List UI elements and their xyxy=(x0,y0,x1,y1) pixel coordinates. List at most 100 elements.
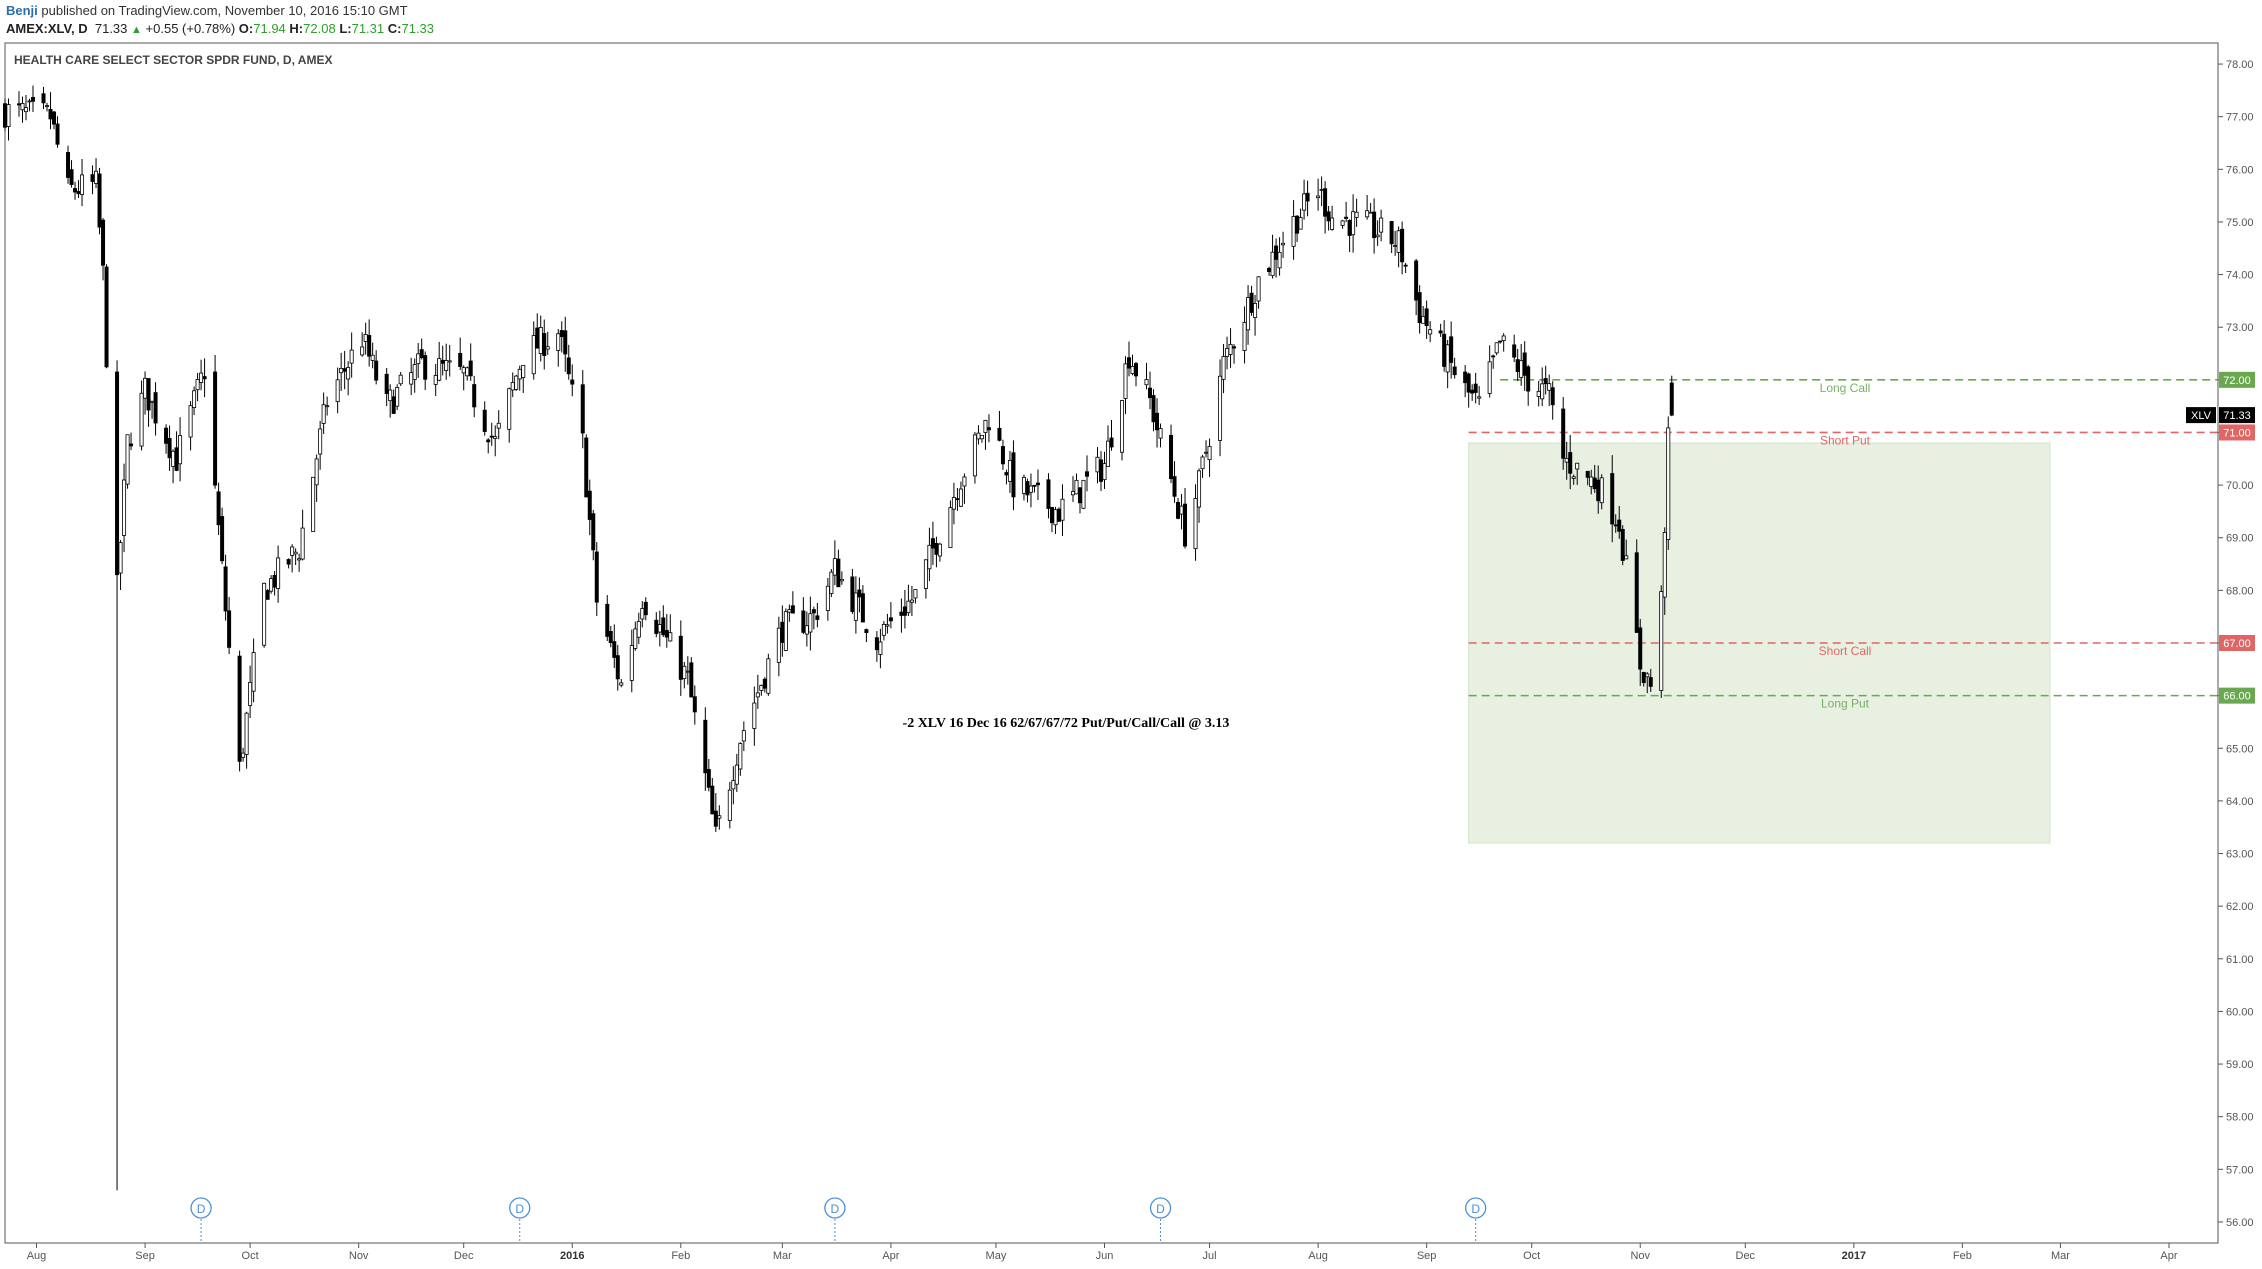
candle-body[interactable] xyxy=(3,103,8,128)
candle-body[interactable] xyxy=(1316,195,1321,199)
candle-body[interactable] xyxy=(584,437,589,498)
candle-body[interactable] xyxy=(1204,451,1209,454)
candle-body[interactable] xyxy=(174,447,179,471)
candle-body[interactable] xyxy=(269,578,274,592)
candle-body[interactable] xyxy=(97,173,102,228)
candle-body[interactable] xyxy=(493,436,498,439)
candle-body[interactable] xyxy=(1281,242,1286,246)
candle-body[interactable] xyxy=(48,109,53,120)
candle-body[interactable] xyxy=(825,585,830,612)
candle-body[interactable] xyxy=(759,685,764,691)
candle-body[interactable] xyxy=(783,611,788,651)
candle-body[interactable] xyxy=(762,678,767,689)
candle-body[interactable] xyxy=(815,615,820,620)
candle-body[interactable] xyxy=(636,621,641,638)
candle-body[interactable] xyxy=(1326,211,1331,222)
candle-body[interactable] xyxy=(1617,519,1622,532)
candle-body[interactable] xyxy=(514,375,519,390)
candle-body[interactable] xyxy=(801,610,806,633)
candle-body[interactable] xyxy=(1095,456,1100,473)
candle-body[interactable] xyxy=(1228,343,1233,355)
candle-body[interactable] xyxy=(300,527,305,560)
candle-body[interactable] xyxy=(1155,412,1160,431)
candle-body[interactable] xyxy=(934,542,939,555)
symbol-label[interactable]: AMEX:XLV, D xyxy=(6,21,88,36)
candle-body[interactable] xyxy=(1021,476,1026,494)
candle-body[interactable] xyxy=(6,104,11,128)
candle-body[interactable] xyxy=(423,355,428,380)
candle-body[interactable] xyxy=(1144,379,1149,386)
candle-body[interactable] xyxy=(199,372,204,383)
candle-body[interactable] xyxy=(559,330,564,337)
candle-body[interactable] xyxy=(752,702,757,729)
candle-body[interactable] xyxy=(948,507,953,548)
candle-body[interactable] xyxy=(1295,215,1300,234)
candle-body[interactable] xyxy=(482,409,487,432)
candle-body[interactable] xyxy=(1004,472,1009,476)
candle-body[interactable] xyxy=(440,359,445,364)
candle-body[interactable] xyxy=(587,490,592,520)
candle-body[interactable] xyxy=(692,696,697,713)
candle-body[interactable] xyxy=(678,635,683,680)
candle-body[interactable] xyxy=(545,346,550,350)
candle-body[interactable] xyxy=(1498,340,1503,343)
candle-body[interactable] xyxy=(433,375,438,385)
candle-body[interactable] xyxy=(906,600,911,614)
candle-body[interactable] xyxy=(150,400,155,403)
candle-body[interactable] xyxy=(311,476,316,532)
trade-annotation[interactable]: -2 XLV 16 Dec 16 62/67/67/72 Put/Put/Cal… xyxy=(903,716,1230,731)
candle-body[interactable] xyxy=(220,516,225,562)
candle-body[interactable] xyxy=(167,438,172,459)
candle-body[interactable] xyxy=(129,443,134,447)
candle-body[interactable] xyxy=(983,420,988,433)
candle-body[interactable] xyxy=(853,592,858,621)
candle-body[interactable] xyxy=(517,368,522,380)
candle-body[interactable] xyxy=(223,566,228,612)
candle-body[interactable] xyxy=(1134,363,1139,377)
candle-body[interactable] xyxy=(689,662,694,698)
candle-body[interactable] xyxy=(171,450,176,467)
candle-body[interactable] xyxy=(458,352,463,367)
candle-body[interactable] xyxy=(657,624,662,633)
candle-body[interactable] xyxy=(286,559,291,565)
candle-body[interactable] xyxy=(1169,434,1174,480)
candle-body[interactable] xyxy=(556,333,561,351)
candle-body[interactable] xyxy=(542,333,547,357)
candle-body[interactable] xyxy=(682,665,687,679)
candle-body[interactable] xyxy=(850,576,855,612)
candle-body[interactable] xyxy=(839,578,844,582)
candle-body[interactable] xyxy=(27,100,32,103)
candle-body[interactable] xyxy=(468,360,473,377)
candle-body[interactable] xyxy=(1610,473,1615,525)
candle-body[interactable] xyxy=(146,378,151,411)
candle-body[interactable] xyxy=(1302,193,1307,211)
candle-body[interactable] xyxy=(507,388,512,430)
candle-body[interactable] xyxy=(535,327,540,349)
candle-body[interactable] xyxy=(1253,303,1258,318)
candle-body[interactable] xyxy=(178,435,183,465)
candle-body[interactable] xyxy=(346,367,351,380)
candle-body[interactable] xyxy=(881,623,886,636)
candle-body[interactable] xyxy=(510,382,515,391)
candle-body[interactable] xyxy=(409,372,414,385)
candle-body[interactable] xyxy=(1463,371,1468,384)
candle-body[interactable] xyxy=(195,379,200,391)
candle-body[interactable] xyxy=(1123,363,1128,399)
candle-body[interactable] xyxy=(73,188,78,193)
candle-body[interactable] xyxy=(69,169,74,185)
candle-body[interactable] xyxy=(1197,470,1202,508)
candle-body[interactable] xyxy=(339,368,344,374)
candle-body[interactable] xyxy=(738,743,743,770)
candle-body[interactable] xyxy=(804,625,809,635)
candle-body[interactable] xyxy=(1291,216,1296,247)
dividend-marker[interactable] xyxy=(824,1197,846,1219)
candle-body[interactable] xyxy=(1368,211,1373,214)
candle-body[interactable] xyxy=(1536,390,1541,397)
candle-body[interactable] xyxy=(1151,395,1156,423)
candle-body[interactable] xyxy=(1105,440,1110,467)
candle-body[interactable] xyxy=(1438,330,1443,334)
candle-body[interactable] xyxy=(398,374,403,385)
candle-body[interactable] xyxy=(416,353,421,365)
candle-body[interactable] xyxy=(734,764,739,785)
candle-body[interactable] xyxy=(1547,383,1552,391)
